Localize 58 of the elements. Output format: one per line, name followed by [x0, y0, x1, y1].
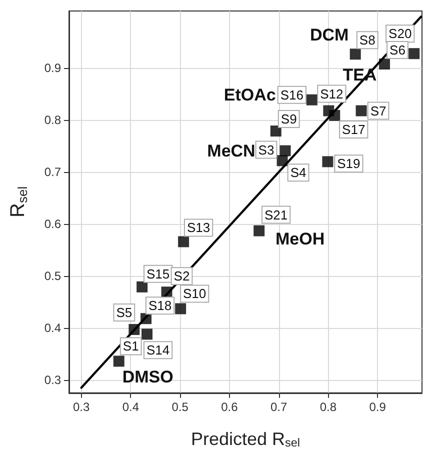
y-tick-label: 0.5: [44, 268, 62, 283]
point: [306, 94, 318, 106]
x-tick-label: 0.9: [369, 400, 386, 414]
point: [140, 313, 152, 324]
x-tick-label: 0.5: [172, 400, 189, 414]
annotation: MeOH: [276, 229, 325, 248]
point: [142, 328, 153, 340]
annotation: S6: [390, 42, 406, 58]
annotation: S18: [148, 298, 172, 314]
point: [175, 303, 186, 314]
point: [408, 48, 420, 60]
point: [136, 281, 148, 292]
y-axis-title: Rsel: [7, 186, 30, 218]
point: [254, 225, 265, 236]
annotation: S16: [280, 87, 304, 102]
annotation: S2: [174, 268, 190, 284]
annotation: S4: [290, 165, 306, 180]
x-tick-label: 0.6: [221, 400, 238, 414]
x-tick-label: 0.8: [320, 400, 337, 414]
point: [128, 324, 140, 336]
y-tick-label: 0.3: [44, 372, 62, 387]
annotation: S14: [146, 342, 170, 358]
annotation: S5: [116, 305, 132, 320]
annotation: S3: [258, 142, 274, 158]
annotation: S10: [183, 286, 206, 302]
point: [178, 236, 190, 248]
y-tick-label: 0.4: [44, 320, 62, 335]
point: [276, 155, 288, 166]
annotation: DMSO: [122, 368, 174, 387]
annotation: S21: [264, 207, 288, 222]
point: [270, 126, 282, 137]
point: [356, 105, 367, 116]
x-tick-label: 0.3: [73, 400, 90, 414]
x-tick-label: 0.4: [122, 400, 140, 414]
annotation: S13: [186, 220, 210, 236]
annotation: S19: [337, 156, 360, 172]
annotation: S8: [359, 32, 376, 48]
point: [350, 48, 361, 60]
annotation: S17: [342, 122, 366, 137]
annotation: MeCN: [207, 141, 256, 160]
y-tick-label: 0.8: [44, 113, 62, 128]
point: [113, 356, 124, 367]
annotation: EtOAc: [224, 85, 276, 104]
annotation: S1: [122, 338, 139, 354]
y-tick-label: 0.7: [44, 165, 62, 180]
annotation: S7: [370, 103, 386, 118]
point: [378, 58, 390, 70]
x-tick-label: 0.7: [270, 400, 288, 414]
annotation: S12: [320, 86, 344, 102]
annotation: S15: [146, 266, 170, 282]
annotation: S9: [280, 112, 297, 127]
annotation: DCM: [310, 26, 349, 45]
y-tick-label: 0.9: [44, 61, 62, 76]
point: [161, 286, 172, 298]
point: [329, 110, 340, 121]
y-tick-label: 0.6: [44, 217, 62, 232]
annotation: S20: [388, 26, 412, 42]
point: [322, 156, 334, 168]
